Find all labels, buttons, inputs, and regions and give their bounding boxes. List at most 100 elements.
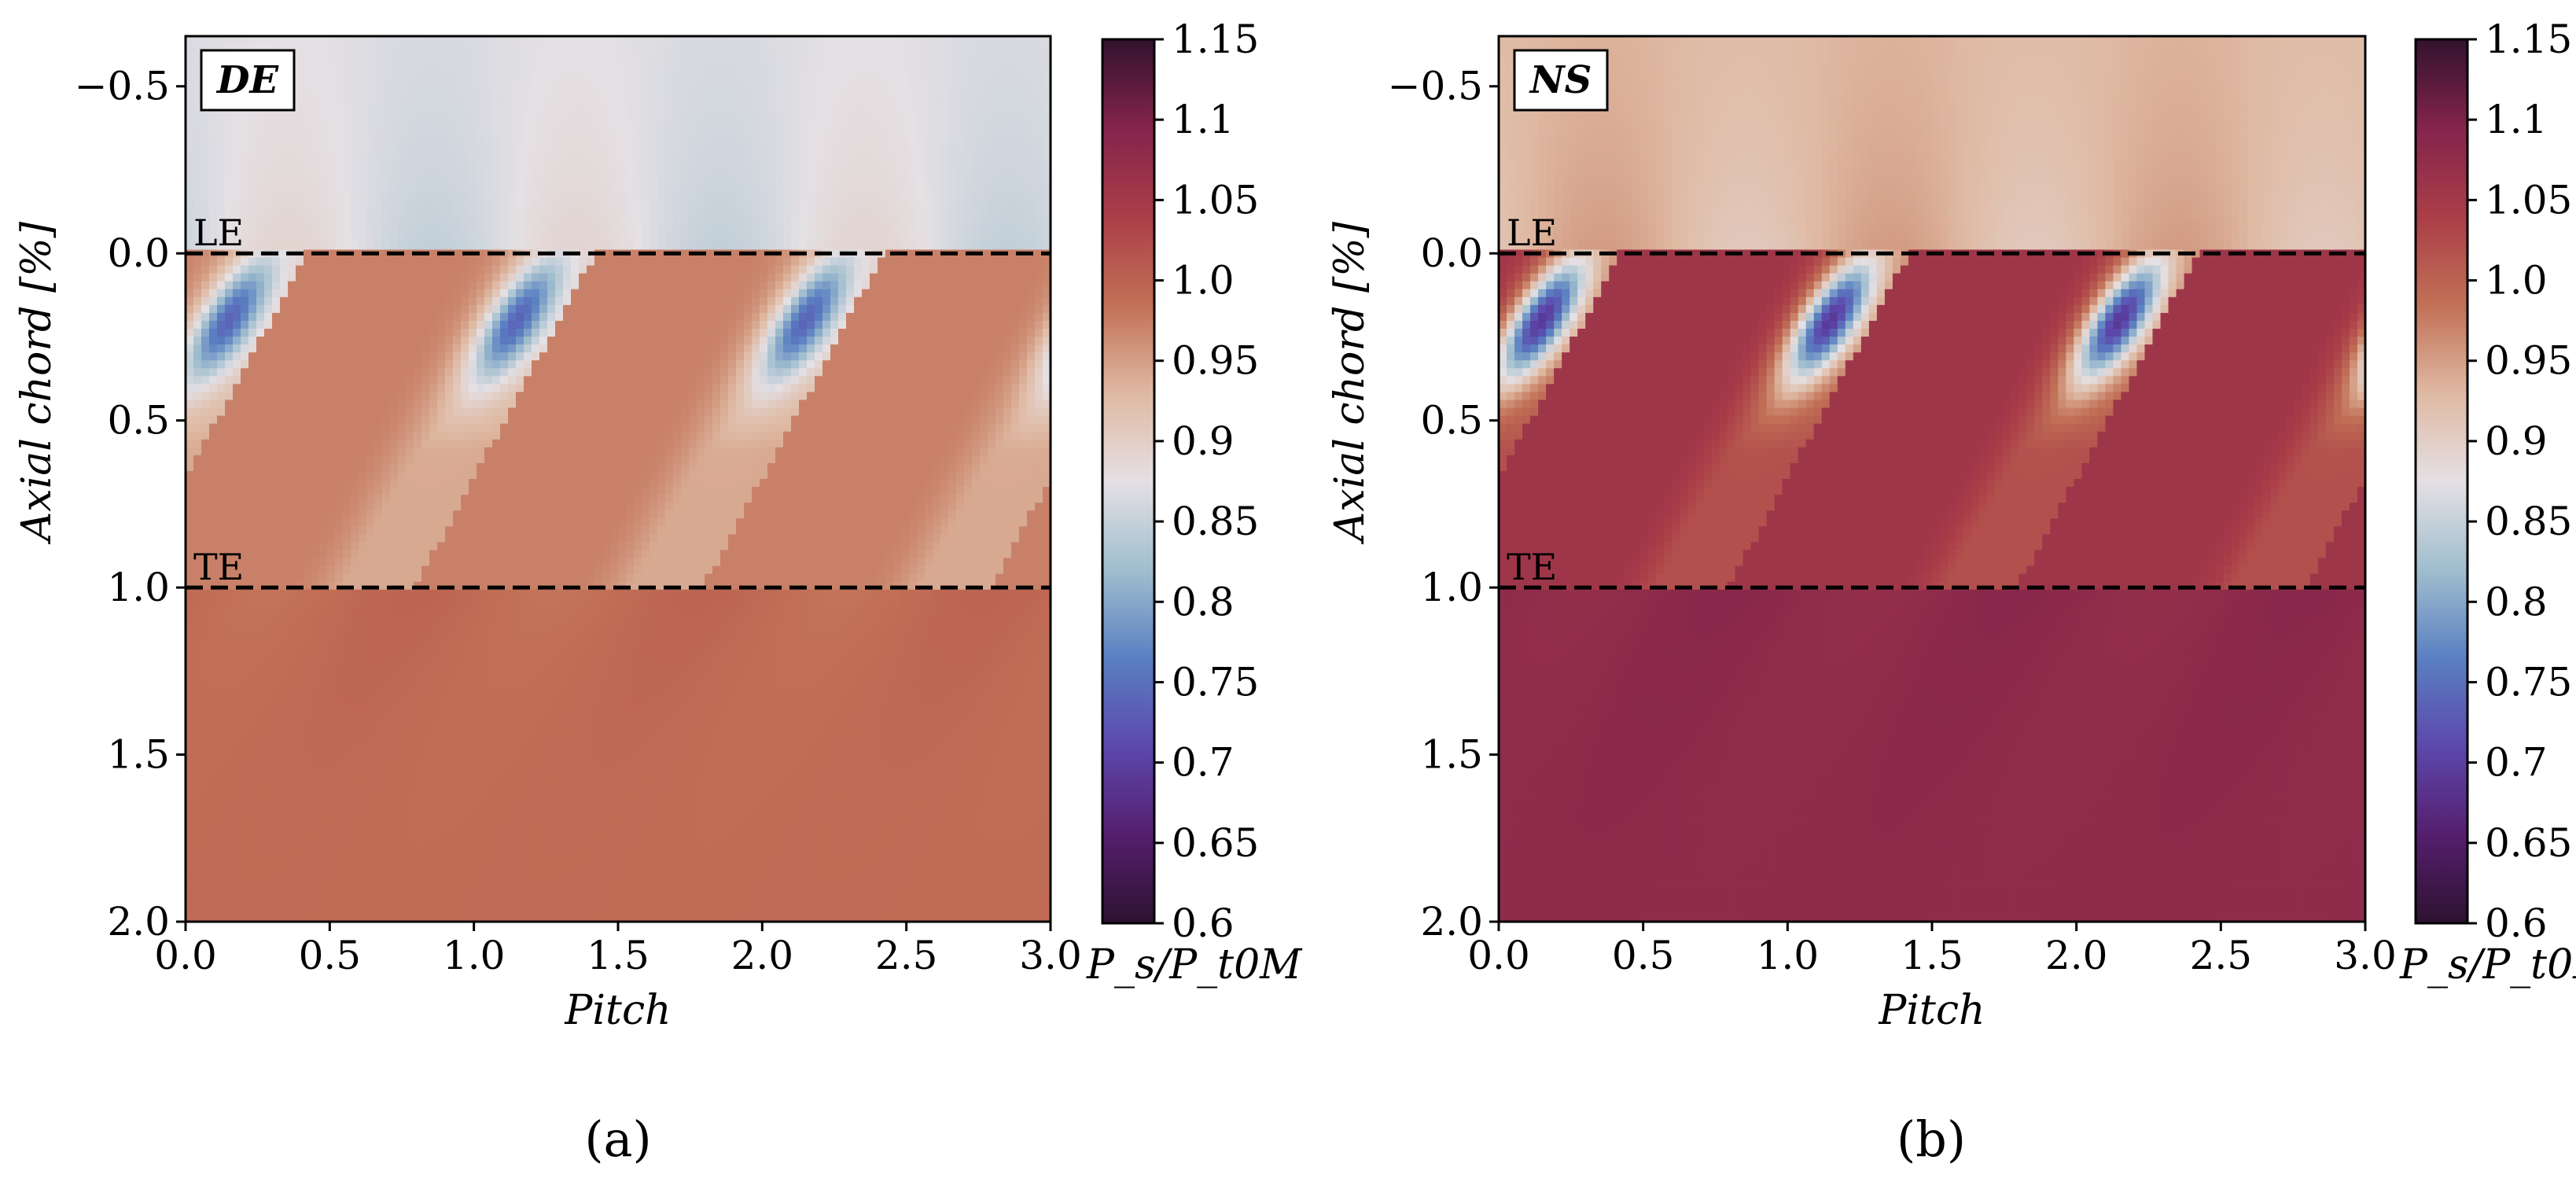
field-cell [264, 44, 273, 53]
field-cell [390, 234, 399, 242]
field-cell [657, 289, 666, 298]
field-cell [933, 273, 941, 282]
field-cell [634, 107, 642, 116]
field-cell [193, 384, 202, 393]
field-cell [311, 218, 320, 226]
field-cell [484, 273, 493, 282]
field-cell [610, 320, 619, 330]
field-cell [421, 392, 430, 401]
field-cell [736, 186, 745, 195]
field-cell [830, 352, 839, 361]
field-cell [539, 115, 548, 124]
field-cell [775, 131, 784, 140]
field-cell [555, 218, 564, 226]
field-cell [1011, 146, 1020, 156]
field-cell [272, 162, 281, 171]
field-cell [988, 304, 996, 314]
field-cell [925, 60, 933, 68]
field-cell [421, 296, 430, 306]
field-cell [453, 320, 462, 330]
field-cell [524, 115, 532, 124]
field-cell [1011, 178, 1020, 187]
field-cell [563, 241, 572, 251]
field-cell [642, 170, 650, 179]
field-cell [807, 60, 815, 68]
field-cell [280, 312, 289, 322]
field-cell [917, 194, 926, 203]
field-cell [681, 52, 690, 61]
field-cell [650, 138, 658, 148]
field-cell [539, 384, 548, 393]
field-cell [398, 218, 407, 226]
field-cell [767, 186, 776, 195]
field-cell [359, 360, 367, 369]
field-cell [830, 281, 839, 290]
field-cell [665, 178, 674, 187]
field-cell [980, 320, 988, 330]
field-cell [1035, 241, 1043, 251]
field-cell [885, 170, 894, 179]
field-cell [642, 320, 650, 330]
field-cell [508, 202, 517, 211]
field-cell [736, 131, 745, 140]
field-cell [264, 257, 273, 267]
field-cell [815, 194, 823, 203]
field-cell [650, 83, 658, 92]
field-cell [319, 99, 328, 109]
field-cell [972, 360, 981, 369]
field-cell [610, 265, 619, 274]
field-cell [429, 352, 438, 361]
field-cell [587, 234, 595, 242]
field-cell [359, 107, 367, 116]
field-cell [838, 384, 847, 393]
field-cell [665, 234, 674, 242]
field-cell [382, 312, 391, 322]
field-cell [532, 178, 540, 187]
field-cell [1003, 146, 1012, 156]
field-cell [532, 312, 540, 322]
field-cell [382, 186, 391, 195]
field-cell [854, 304, 863, 314]
field-cell [752, 131, 760, 140]
field-cell [940, 296, 949, 306]
field-cell [374, 107, 383, 116]
field-cell [752, 296, 760, 306]
field-cell [775, 281, 784, 290]
field-cell [712, 384, 721, 393]
field-cell [555, 123, 564, 132]
field-cell [532, 138, 540, 148]
field-cell [862, 304, 870, 314]
field-cell [854, 210, 863, 219]
field-cell [791, 226, 800, 234]
field-cell [964, 273, 973, 282]
field-cell [508, 186, 517, 195]
field-cell [878, 226, 886, 234]
field-cell [901, 384, 910, 393]
field-cell [311, 289, 320, 298]
field-cell [359, 91, 367, 101]
field-cell [980, 68, 988, 76]
field-cell [288, 115, 296, 124]
field-cell [681, 344, 690, 353]
field-cell [791, 131, 800, 140]
field-cell [854, 337, 863, 345]
field-cell [712, 194, 721, 203]
field-cell [248, 123, 257, 132]
field-cell [940, 36, 949, 45]
field-cell [217, 328, 226, 337]
field-cell [248, 265, 257, 274]
field-cell [532, 289, 540, 298]
field-cell [390, 83, 399, 92]
field-cell [760, 178, 768, 187]
field-cell [988, 83, 996, 92]
field-cell [838, 344, 847, 353]
field-cell [594, 304, 603, 314]
field-cell [311, 162, 320, 171]
field-cell [689, 368, 697, 377]
field-cell [209, 304, 218, 314]
field-cell [822, 265, 831, 274]
field-cell [233, 202, 241, 211]
field-cell [1027, 202, 1036, 211]
field-cell [665, 304, 674, 314]
field-cell [453, 131, 462, 140]
